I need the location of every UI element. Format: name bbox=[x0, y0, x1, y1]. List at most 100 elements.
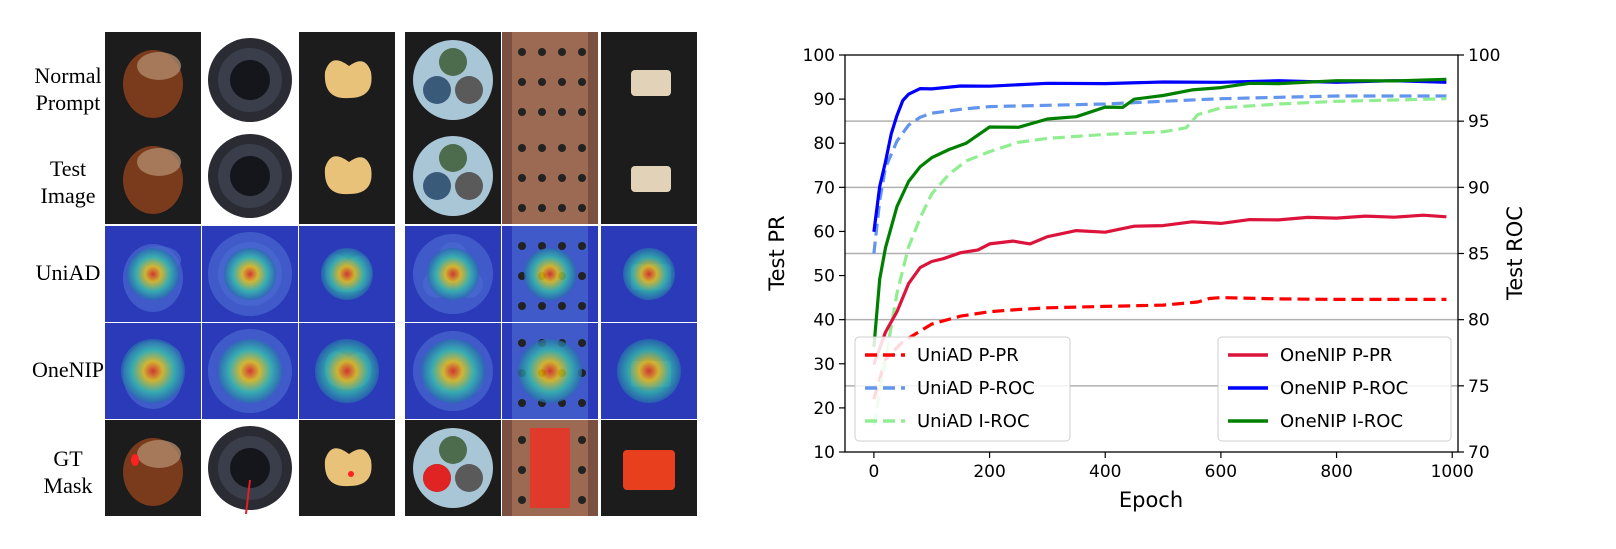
grid-cell-cable bbox=[405, 323, 501, 419]
row-label-onenip: OneNIP bbox=[18, 356, 118, 383]
legend-box bbox=[1217, 336, 1452, 442]
x-tick-label: 200 bbox=[973, 462, 1005, 482]
grid-cell-transistor-board bbox=[502, 32, 598, 128]
y-tick-label: 30 bbox=[813, 355, 835, 375]
legend-label: UniAD P-ROC bbox=[917, 378, 1035, 399]
row-label-line: UniAD bbox=[35, 260, 101, 285]
grid-cell-cashew bbox=[299, 420, 395, 516]
row-label-test-image: Test Image bbox=[18, 155, 118, 209]
x-axis-label: Epoch bbox=[1119, 488, 1183, 512]
legend-label: UniAD P-PR bbox=[917, 345, 1019, 366]
thumbnail bbox=[601, 128, 697, 224]
thumbnail bbox=[105, 420, 201, 516]
thumbnail bbox=[502, 420, 598, 516]
grid-cell-cable bbox=[405, 226, 501, 322]
thumbnail bbox=[202, 226, 298, 322]
y2-axis-label: Test ROC bbox=[1503, 206, 1527, 301]
grid-cell-transistor-board bbox=[502, 226, 598, 322]
grid-cell-screw-bottle bbox=[202, 128, 298, 224]
thumbnail bbox=[202, 128, 298, 224]
axes: 0 200 400 600 800 1000 10 20 30 40 50 60 70 80 90 100 70… bbox=[803, 46, 1501, 482]
grid-cell-pasta bbox=[601, 420, 697, 516]
thumbnail bbox=[299, 226, 395, 322]
thumbnail bbox=[202, 420, 298, 516]
y-tick-label: 50 bbox=[813, 267, 835, 287]
grid-cell-cable bbox=[405, 32, 501, 128]
thumbnail bbox=[105, 32, 201, 128]
thumbnail bbox=[405, 420, 501, 516]
grid-cell-screw-bottle bbox=[202, 323, 298, 419]
legend-label: OneNIP I-ROC bbox=[1280, 411, 1403, 432]
row-label-line: Normal bbox=[34, 63, 102, 88]
y-tick-label: 80 bbox=[813, 134, 835, 154]
thumbnail bbox=[601, 32, 697, 128]
thumbnail bbox=[299, 32, 395, 128]
y-tick-label: 100 bbox=[803, 46, 835, 66]
thumbnail bbox=[502, 32, 598, 128]
y-tick-label: 20 bbox=[813, 399, 835, 419]
y2-tick-label: 90 bbox=[1468, 178, 1490, 198]
legend-box bbox=[854, 336, 1071, 442]
thumbnail bbox=[601, 323, 697, 419]
grid-cell-hazelnut bbox=[105, 420, 201, 516]
series-line-uniad-p-roc bbox=[872, 94, 1447, 254]
y2-tick-label: 80 bbox=[1468, 311, 1490, 331]
thumbnail bbox=[405, 32, 501, 128]
thumbnail bbox=[202, 32, 298, 128]
row-label-gt-mask: GT Mask bbox=[18, 445, 118, 499]
thumbnail bbox=[202, 323, 298, 419]
grid-cell-hazelnut bbox=[105, 323, 201, 419]
x-tick-label: 1000 bbox=[1431, 462, 1474, 482]
grid-cell-pasta bbox=[601, 32, 697, 128]
y-tick-label: 90 bbox=[813, 90, 835, 110]
legend-label: UniAD I-ROC bbox=[917, 411, 1030, 432]
training-curve-chart: 0 200 400 600 800 1000 10 20 30 40 50 60 70 80 90 100 70… bbox=[760, 0, 1616, 544]
x-tick-label: 0 bbox=[869, 462, 880, 482]
row-label-line: Mask bbox=[43, 473, 93, 498]
series-line-onenip-p-roc bbox=[872, 79, 1447, 233]
series-line-uniad-p-pr bbox=[872, 296, 1447, 400]
thumbnail bbox=[405, 323, 501, 419]
x-tick-label: 800 bbox=[1320, 462, 1352, 482]
thumbnail bbox=[502, 323, 598, 419]
thumbnail bbox=[502, 226, 598, 322]
legend-label: OneNIP P-ROC bbox=[1280, 378, 1408, 399]
x-tick-label: 400 bbox=[1089, 462, 1121, 482]
row-label-normal-prompt: Normal Prompt bbox=[18, 62, 118, 116]
grid-cell-pasta bbox=[601, 323, 697, 419]
grid-cell-pasta bbox=[601, 226, 697, 322]
grid-cell-cashew bbox=[299, 32, 395, 128]
row-label-line: OneNIP bbox=[31, 357, 105, 382]
grid-cell-cashew bbox=[299, 323, 395, 419]
grid-cell-cashew bbox=[299, 128, 395, 224]
series-line-onenip-i-roc bbox=[872, 77, 1447, 348]
series-lines bbox=[872, 77, 1447, 426]
thumbnail bbox=[502, 128, 598, 224]
row-label-line: Test bbox=[49, 156, 87, 181]
thumbnail bbox=[299, 420, 395, 516]
y2-tick-label: 85 bbox=[1468, 245, 1490, 265]
y-tick-label: 70 bbox=[813, 178, 835, 198]
legend-label: OneNIP P-PR bbox=[1280, 345, 1392, 366]
row-label-line: Prompt bbox=[35, 90, 101, 115]
grid-cell-screw-bottle bbox=[202, 32, 298, 128]
legend: UniAD P-PR UniAD P-ROC UniAD I-ROC OneNIP P… bbox=[854, 336, 1452, 442]
thumbnail bbox=[105, 226, 201, 322]
grid-cell-cable bbox=[405, 420, 501, 516]
y-tick-label: 40 bbox=[813, 311, 835, 331]
thumbnail bbox=[105, 128, 201, 224]
grid-cell-transistor-board bbox=[502, 323, 598, 419]
grid-cell-cable bbox=[405, 128, 501, 224]
thumbnail bbox=[105, 323, 201, 419]
thumbnail bbox=[405, 226, 501, 322]
grid-cell-cashew bbox=[299, 226, 395, 322]
y-tick-label: 60 bbox=[813, 222, 835, 242]
qualitative-comparison-grid: Normal Prompt Test Image UniAD OneNIP GT… bbox=[0, 0, 760, 544]
grid-cell-pasta bbox=[601, 128, 697, 224]
grid-cell-hazelnut bbox=[105, 226, 201, 322]
y2-tick-label: 95 bbox=[1468, 112, 1490, 132]
y2-tick-label: 75 bbox=[1468, 377, 1490, 397]
row-label-uniad: UniAD bbox=[18, 259, 118, 286]
thumbnail bbox=[601, 226, 697, 322]
grid-cell-hazelnut bbox=[105, 128, 201, 224]
